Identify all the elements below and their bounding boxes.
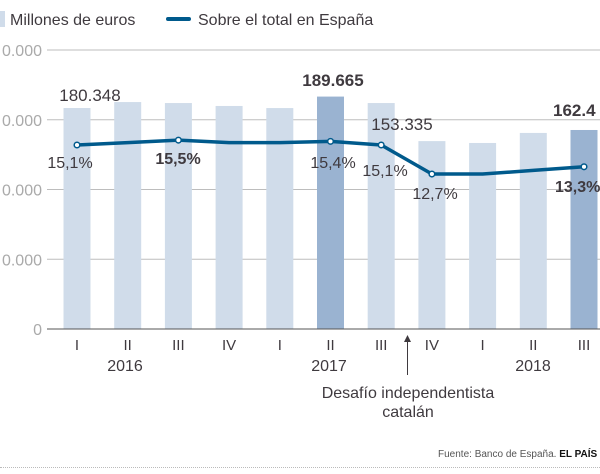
y-tick-label: 0.000 [2,183,42,200]
bar [469,142,497,329]
line-point [174,136,182,144]
x-tick-label: I [481,337,485,354]
line-point [580,163,588,171]
legend-line-label: Sobre el total en España [198,12,373,29]
bar [570,129,598,329]
line-point [428,170,436,178]
x-tick-label: IV [425,337,439,354]
line-point [73,141,81,149]
line-value-label: 12,7% [412,186,457,203]
bar [63,108,91,329]
annotation-arrow-icon [404,335,411,342]
bar [215,105,243,329]
legend-bar-swatch [0,11,5,27]
x-tick-label: II [529,337,537,354]
bar [114,102,142,329]
bar-value-label: 189.665 [302,71,363,90]
x-tick-label: IV [222,337,236,354]
x-tick-label: III [375,337,388,354]
brand-logo: EL PAÍS [559,449,598,460]
y-tick-label: 0.000 [2,113,42,130]
bar-value-label: 162.4 [553,101,596,120]
bar [266,108,294,329]
legend-bars-label: Millones de euros [10,12,135,29]
line-point [326,137,335,145]
y-tick-label: 0.000 [2,252,42,269]
bar-value-label: 153.335 [371,115,432,134]
line-value-label: 15,1% [362,163,407,180]
annotation-text: Desafío independentista [322,385,495,402]
bar [519,132,547,329]
line-value-label: 13,3% [555,179,600,196]
annotation-text: catalán [382,404,434,421]
source-note: Fuente: Banco de España. EL PAÍS [438,449,597,460]
bar [317,96,344,329]
line-point [377,141,385,149]
x-tick-label: III [578,337,591,354]
year-label: 2016 [107,358,143,375]
footer-divider [0,467,600,468]
x-tick-label: I [75,337,79,354]
line-value-label: 15,4% [310,155,355,172]
line-value-label: 15,1% [47,155,92,172]
year-label: 2018 [515,358,551,375]
bar [367,103,395,329]
bar-value-label: 180.348 [59,86,120,105]
x-tick-label: II [326,337,334,354]
x-tick-label: I [278,337,282,354]
source-text: Fuente: Banco de España. [438,449,557,460]
line-value-label: 15,5% [155,151,200,168]
year-label: 2017 [311,358,347,375]
x-tick-label: II [124,337,132,354]
x-tick-label: III [172,337,185,354]
y-tick-label: 0.000 [2,43,42,60]
y-tick-label: 0 [33,322,42,339]
